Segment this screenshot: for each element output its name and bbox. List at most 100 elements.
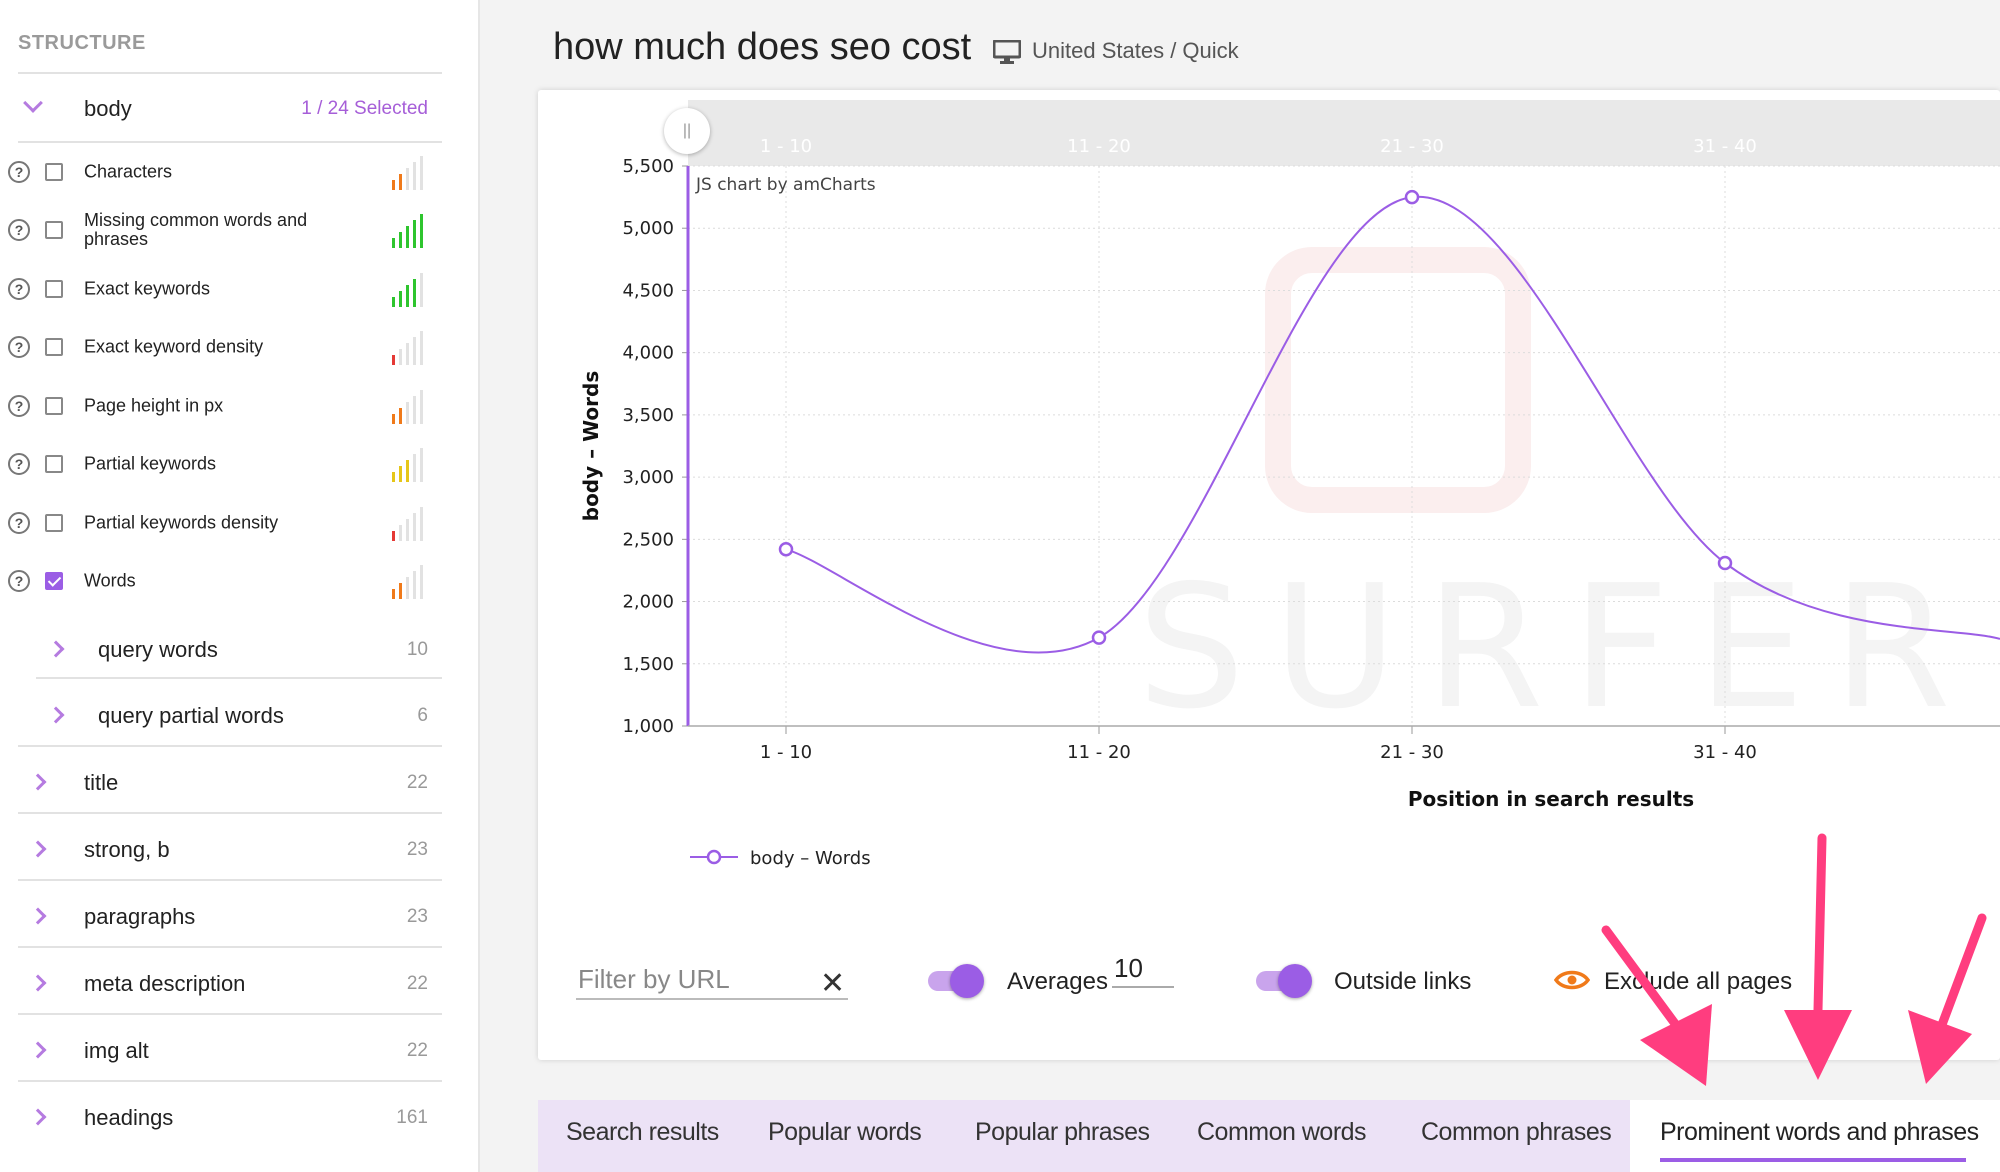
body-section-header[interactable]: body 1 / 24 Selected	[18, 92, 442, 130]
tab-prominent-words-and-phrases[interactable]: Prominent words and phrases	[1660, 1118, 1979, 1146]
help-icon[interactable]: ?	[8, 219, 30, 241]
exclude-pages-label[interactable]: Exclude all pages	[1604, 968, 1793, 995]
help-icon[interactable]: ?	[8, 453, 30, 475]
tab-common-words[interactable]: Common words	[1197, 1118, 1367, 1146]
group-headings[interactable]: headings 161	[18, 1085, 442, 1145]
x-tick-label: 21 - 30	[1380, 742, 1444, 763]
signal-strength-icon	[392, 212, 432, 248]
body-section-label: body	[84, 96, 132, 121]
metric-label: Partial keywords density	[84, 512, 279, 533]
group-img-alt[interactable]: img alt 22	[18, 1018, 442, 1078]
chevron-right-icon	[29, 1108, 47, 1126]
y-tick-label: 2,500	[622, 529, 674, 550]
metric-checkbox[interactable]	[45, 514, 63, 532]
help-icon[interactable]: ?	[8, 161, 30, 183]
eye-icon[interactable]	[1554, 968, 1590, 992]
help-icon[interactable]: ?	[8, 395, 30, 417]
averages-toggle[interactable]	[928, 964, 984, 998]
chart-scroll-handle[interactable]: ||	[664, 108, 710, 154]
metric-row[interactable]: ? Page height in px	[0, 384, 440, 428]
group-label: meta description	[84, 971, 246, 996]
surfer-logo-watermark	[1265, 247, 1531, 513]
help-icon[interactable]: ?	[8, 336, 30, 358]
chevron-down-icon	[23, 93, 43, 113]
metric-checkbox[interactable]	[45, 455, 63, 473]
metric-row[interactable]: ? Partial keywords	[0, 442, 440, 486]
group-strong-b[interactable]: strong, b 23	[18, 817, 442, 877]
metric-checkbox[interactable]	[45, 572, 63, 590]
scrollbar-label: 21 - 30	[1380, 136, 1444, 157]
scrollbar-label: 1 - 10	[760, 136, 812, 157]
scrollbar-label: 31 - 40	[1693, 136, 1757, 157]
group-label: headings	[84, 1105, 174, 1130]
metric-checkbox[interactable]	[45, 163, 63, 181]
group-label: img alt	[84, 1038, 149, 1063]
metric-row[interactable]: ? Missing common words and phrases	[0, 208, 440, 252]
outside-links-label: Outside links	[1334, 968, 1472, 995]
group-count: 22	[406, 772, 428, 793]
filter-url-input[interactable]	[576, 960, 848, 1000]
page-title: how much does seo cost	[553, 26, 972, 68]
metric-label: Page height in px	[84, 395, 224, 416]
y-tick-label: 3,000	[622, 467, 674, 488]
help-icon[interactable]: ?	[8, 278, 30, 300]
location-label[interactable]: United States / Quick	[1032, 38, 1239, 63]
x-tick-label: 11 - 20	[1067, 742, 1131, 763]
metric-label: Characters	[84, 161, 173, 182]
selected-count: 1 / 24 Selected	[301, 98, 428, 119]
tab-search-results[interactable]: Search results	[566, 1118, 719, 1146]
metric-checkbox[interactable]	[45, 280, 63, 298]
active-tab-underline	[1660, 1158, 1966, 1162]
metric-checkbox[interactable]	[45, 338, 63, 356]
divider	[18, 141, 442, 143]
metric-row[interactable]: ? Exact keywords	[0, 267, 440, 311]
subgroup-query-words[interactable]: query words 10	[36, 617, 442, 677]
structure-sidebar: STRUCTURE body 1 / 24 Selected ? Characte…	[0, 0, 480, 1172]
toggle-knob	[1278, 964, 1312, 998]
legend-label: body – Words	[750, 848, 871, 869]
signal-strength-icon	[392, 271, 432, 307]
subgroup-query-partial-words[interactable]: query partial words 6	[36, 683, 442, 743]
divider	[18, 879, 442, 881]
tab-popular-phrases[interactable]: Popular phrases	[975, 1118, 1150, 1146]
metric-checkbox[interactable]	[45, 221, 63, 239]
help-icon[interactable]: ?	[8, 512, 30, 534]
signal-strength-icon	[392, 505, 432, 541]
group-meta-description[interactable]: meta description 22	[18, 951, 442, 1011]
outside-links-toggle[interactable]	[1256, 964, 1312, 998]
divider	[18, 745, 442, 747]
group-paragraphs[interactable]: paragraphs 23	[18, 884, 442, 944]
metric-label: Words	[84, 570, 136, 591]
data-point	[778, 542, 794, 557]
metric-label: Exact keywords	[84, 278, 211, 299]
divider	[18, 1013, 442, 1015]
divider	[18, 946, 442, 948]
metric-label: Partial keywords	[84, 453, 217, 474]
x-tick-label: 1 - 10	[760, 742, 812, 763]
signal-strength-icon	[392, 446, 432, 482]
metric-row[interactable]: ? Exact keyword density	[0, 325, 440, 369]
chevron-right-icon	[29, 840, 47, 858]
tab-common-phrases[interactable]: Common phrases	[1421, 1118, 1612, 1146]
divider	[18, 812, 442, 814]
group-count: 22	[406, 1040, 428, 1061]
subgroup-count: 10	[406, 639, 428, 660]
metric-row[interactable]: ? Characters	[0, 150, 440, 194]
tab-popular-words[interactable]: Popular words	[768, 1118, 922, 1146]
y-tick-label: 5,500	[622, 156, 674, 177]
metric-row[interactable]: ? Words	[0, 559, 440, 603]
chevron-right-icon	[29, 907, 47, 925]
metric-checkbox[interactable]	[45, 397, 63, 415]
group-label: strong, b	[84, 837, 170, 862]
legend-swatch-marker	[706, 849, 722, 865]
group-title[interactable]: title 22	[18, 750, 442, 810]
y-tick-label: 3,500	[622, 405, 674, 426]
averages-count-input[interactable]	[1112, 950, 1174, 988]
x-tick-label: 31 - 40	[1693, 742, 1757, 763]
close-icon[interactable]: ✕	[820, 967, 846, 1000]
y-tick-label: 2,000	[622, 592, 674, 613]
divider	[18, 72, 442, 74]
help-icon[interactable]: ?	[8, 570, 30, 592]
y-tick-label: 1,500	[622, 654, 674, 675]
metric-row[interactable]: ? Partial keywords density	[0, 501, 440, 545]
